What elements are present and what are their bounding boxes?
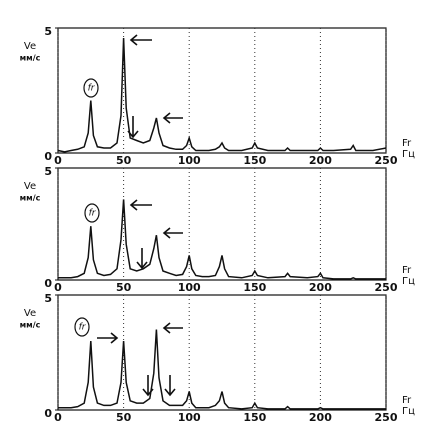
- annotation: fr: [79, 323, 87, 333]
- x-tick-label: 150: [243, 154, 266, 167]
- annotation-circle: [83, 78, 99, 98]
- x-tick-label: 50: [116, 154, 132, 167]
- y-axis-label: Ve: [24, 308, 36, 319]
- x-tick-label: 0: [54, 281, 62, 294]
- x-tick-label: 100: [178, 154, 201, 167]
- plot-frame: [57, 294, 387, 411]
- y-axis-unit: мм/с: [20, 321, 41, 330]
- x-tick-label: 50: [116, 281, 132, 294]
- x-tick-label: 200: [309, 154, 332, 167]
- y-tick-label: 5: [44, 25, 52, 38]
- annotation-circle: [74, 317, 90, 337]
- x-tick-label: 0: [54, 154, 62, 167]
- x-tick-label: 50: [116, 411, 132, 424]
- x-tick-label: 250: [375, 281, 398, 294]
- x-axis-label: Fr: [402, 265, 412, 276]
- y-tick-label: 5: [44, 292, 52, 305]
- spectrum-line: [58, 199, 386, 280]
- annotation: fr: [89, 209, 97, 219]
- x-tick-label: 150: [243, 281, 266, 294]
- y-axis-label: Ve: [24, 181, 36, 192]
- x-axis-unit: Гц: [402, 406, 415, 417]
- x-axis-label: Fr: [402, 395, 412, 406]
- annotation: fr: [88, 84, 96, 94]
- annotation-circle: [84, 203, 100, 223]
- y-axis-unit: мм/с: [20, 54, 41, 63]
- x-axis-unit: Гц: [402, 276, 415, 287]
- x-tick-label: 100: [178, 411, 201, 424]
- y-tick-label: 5: [44, 165, 52, 178]
- y-tick-label: 0: [44, 277, 52, 290]
- y-axis-label: Ve: [24, 41, 36, 52]
- plot-frame: [57, 167, 387, 281]
- x-axis-label: Fr: [402, 138, 412, 149]
- x-axis-unit: Гц: [402, 149, 415, 160]
- x-tick-label: 250: [375, 154, 398, 167]
- x-tick-label: 150: [243, 411, 266, 424]
- spectrum-line: [58, 329, 386, 410]
- plot-frame: [57, 27, 387, 154]
- x-tick-label: 0: [54, 411, 62, 424]
- spectrum-line: [57, 37, 387, 153]
- x-tick-label: 100: [178, 281, 201, 294]
- arrows: [97, 34, 183, 397]
- x-tick-label: 200: [309, 411, 332, 424]
- y-tick-label: 0: [44, 150, 52, 163]
- x-tick-label: 250: [375, 411, 398, 424]
- y-axis-unit: мм/с: [20, 194, 41, 203]
- y-tick-label: 0: [44, 407, 52, 420]
- x-tick-label: 200: [309, 281, 332, 294]
